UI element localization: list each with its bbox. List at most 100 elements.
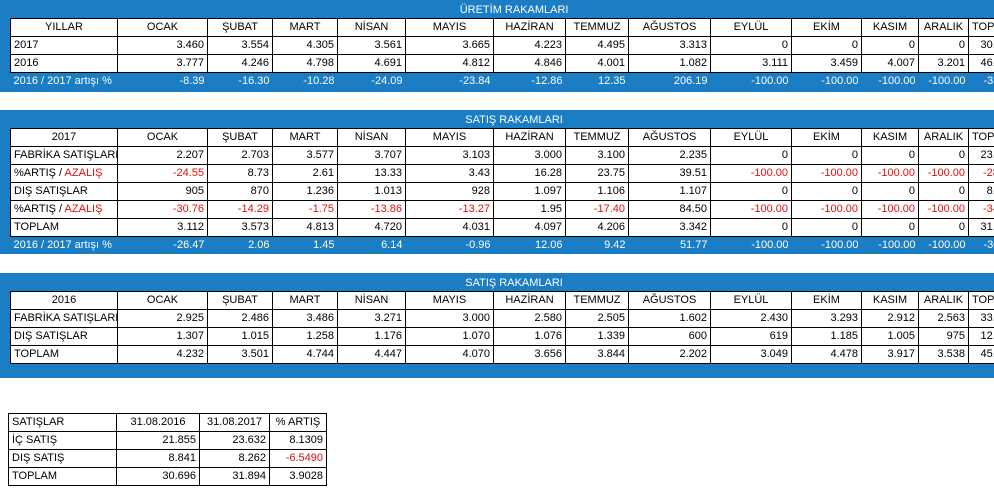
value-cell: 2.207: [117, 146, 208, 165]
value-cell: 0: [918, 146, 969, 165]
value-cell: 975: [918, 327, 969, 346]
corner-header: YILLAR: [10, 18, 118, 37]
value-cell: -34.56: [967, 200, 994, 219]
value-cell: 3.43: [405, 164, 494, 183]
summary-value: 8.1309: [269, 431, 327, 450]
column-header: EKİM: [791, 128, 862, 147]
column-header: HAZİRAN: [493, 128, 566, 147]
table-row: FABRİKA SATIŞLARI 2.925 2.486 3.486 3.271 3.0…: [10, 309, 994, 328]
column-header: KASIM: [861, 291, 919, 310]
column-header: OCAK: [117, 128, 208, 147]
row-label: TOPLAM: [10, 345, 118, 364]
value-cell: -100.00: [710, 200, 792, 219]
value-cell: 0: [861, 146, 919, 165]
table-row: TOPLAM 3.112 3.573 4.813 4.720 4.031 4.097 4.20…: [10, 218, 994, 237]
value-cell: 1.013: [337, 182, 406, 201]
pct-value: -100.00: [791, 72, 862, 90]
value-cell: -100.00: [918, 164, 969, 183]
value-cell: 0: [861, 218, 919, 237]
value-cell: 0: [710, 218, 792, 237]
pct-value: 51.77: [628, 236, 711, 254]
value-cell: 1.005: [861, 327, 919, 346]
value-cell: 1.097: [493, 182, 566, 201]
value-cell: 1.176: [337, 327, 406, 346]
value-cell: 3.111: [710, 54, 792, 73]
value-cell: 1.015: [207, 327, 273, 346]
value-cell: 2.563: [918, 309, 969, 328]
table-row: %ARTIŞ / AZALIŞ -30.76 -14.29 -1.75 -13.86 -1…: [10, 200, 994, 219]
value-cell: 2.912: [861, 309, 919, 328]
column-header: NİSAN: [337, 18, 406, 37]
column-header: EYLÜL: [710, 128, 792, 147]
value-cell: 23.75: [565, 164, 629, 183]
pct-value: 9.42: [565, 236, 629, 254]
summary-value: 8.262: [199, 449, 270, 468]
value-cell: 4.812: [405, 54, 494, 73]
pct-value: -100.00: [791, 236, 862, 254]
value-cell: 0: [791, 218, 862, 237]
pct-value: 6.14: [337, 236, 406, 254]
header-row: YILLAR OCAK ŞUBAT MART NİSAN MAYIS HAZİRAN TEMM…: [10, 18, 994, 37]
row-label-part: %ARTIŞ /: [14, 203, 65, 215]
value-cell: 4.495: [565, 36, 629, 55]
value-cell: 600: [628, 327, 711, 346]
summary-label: DIŞ SATIŞ: [8, 449, 117, 468]
row-label-part: %ARTIŞ /: [14, 167, 65, 179]
value-cell: 3.665: [405, 36, 494, 55]
column-header: EYLÜL: [710, 291, 792, 310]
table-row: %ARTIŞ / AZALIŞ -24.55 8.73 2.61 13.33 3.43 16…: [10, 164, 994, 183]
value-cell: 0: [791, 146, 862, 165]
satis2016-table: SATIŞ RAKAMLARI 2016 OCAK ŞUBAT MART NİSAN MAY…: [10, 275, 994, 364]
summary-label: İÇ SATIŞ: [8, 431, 117, 450]
column-header: KASIM: [861, 18, 919, 37]
header-row: 2017 OCAK ŞUBAT MART NİSAN MAYIS HAZİRAN TEMMUZ…: [10, 128, 994, 147]
pct-value: -100.00: [710, 72, 792, 90]
summary-header: 31.08.2017: [199, 413, 270, 432]
pct-value: 206.19: [628, 72, 711, 90]
value-cell: 39.51: [628, 164, 711, 183]
value-cell: 4.097: [493, 218, 566, 237]
value-cell: 16.28: [493, 164, 566, 183]
value-cell: 0: [791, 182, 862, 201]
value-cell: 1.106: [565, 182, 629, 201]
value-cell: 3.538: [918, 345, 969, 364]
value-cell: -14.29: [207, 200, 273, 219]
value-cell: 3.000: [405, 309, 494, 328]
summary-value: -6.5490: [269, 449, 327, 468]
row-label-part: AZALIŞ: [64, 167, 103, 179]
summary-value: 30.696: [116, 467, 200, 486]
value-cell: 4.206: [565, 218, 629, 237]
value-cell: 1.307: [117, 327, 208, 346]
summary-value: 3.9028: [269, 467, 327, 486]
pct-value: 12.35: [565, 72, 629, 90]
column-header: TEMMUZ: [565, 18, 629, 37]
value-cell: 46.031: [967, 54, 994, 73]
value-cell: 0: [918, 36, 969, 55]
pct-value: -100.00: [918, 236, 969, 254]
summary-table: SATIŞLAR 31.08.2016 31.08.2017% ARTIŞ İÇ SA…: [8, 413, 327, 486]
value-cell: 1.076: [493, 327, 566, 346]
value-cell: 1.95: [493, 200, 566, 219]
column-header: NİSAN: [337, 291, 406, 310]
value-cell: 1.107: [628, 182, 711, 201]
value-cell: -100.00: [791, 164, 862, 183]
value-cell: 3.844: [565, 345, 629, 364]
value-cell: 3.293: [791, 309, 862, 328]
column-header: OCAK: [117, 18, 208, 37]
value-cell: 33.053: [967, 309, 994, 328]
pct-row: 2016 / 2017 artışı % -26.47 2.06 1.45 6.14 -0…: [10, 236, 994, 254]
summary-row: DIŞ SATIŞ 8.841 8.262 -6.5490: [8, 449, 327, 468]
value-cell: 3.103: [405, 146, 494, 165]
value-cell: 4.720: [337, 218, 406, 237]
value-cell: 4.813: [272, 218, 338, 237]
value-cell: 2.580: [493, 309, 566, 328]
value-cell: 0: [918, 182, 969, 201]
column-header: AĞUSTOS: [628, 18, 711, 37]
value-cell: 3.049: [710, 345, 792, 364]
pct-value: -10.28: [272, 72, 338, 90]
value-cell: 619: [710, 327, 792, 346]
table-row: DIŞ SATIŞLAR 1.307 1.015 1.258 1.176 1.070 1.0…: [10, 327, 994, 346]
column-header: MART: [272, 128, 338, 147]
value-cell: 2.486: [207, 309, 273, 328]
value-cell: 1.185: [791, 327, 862, 346]
